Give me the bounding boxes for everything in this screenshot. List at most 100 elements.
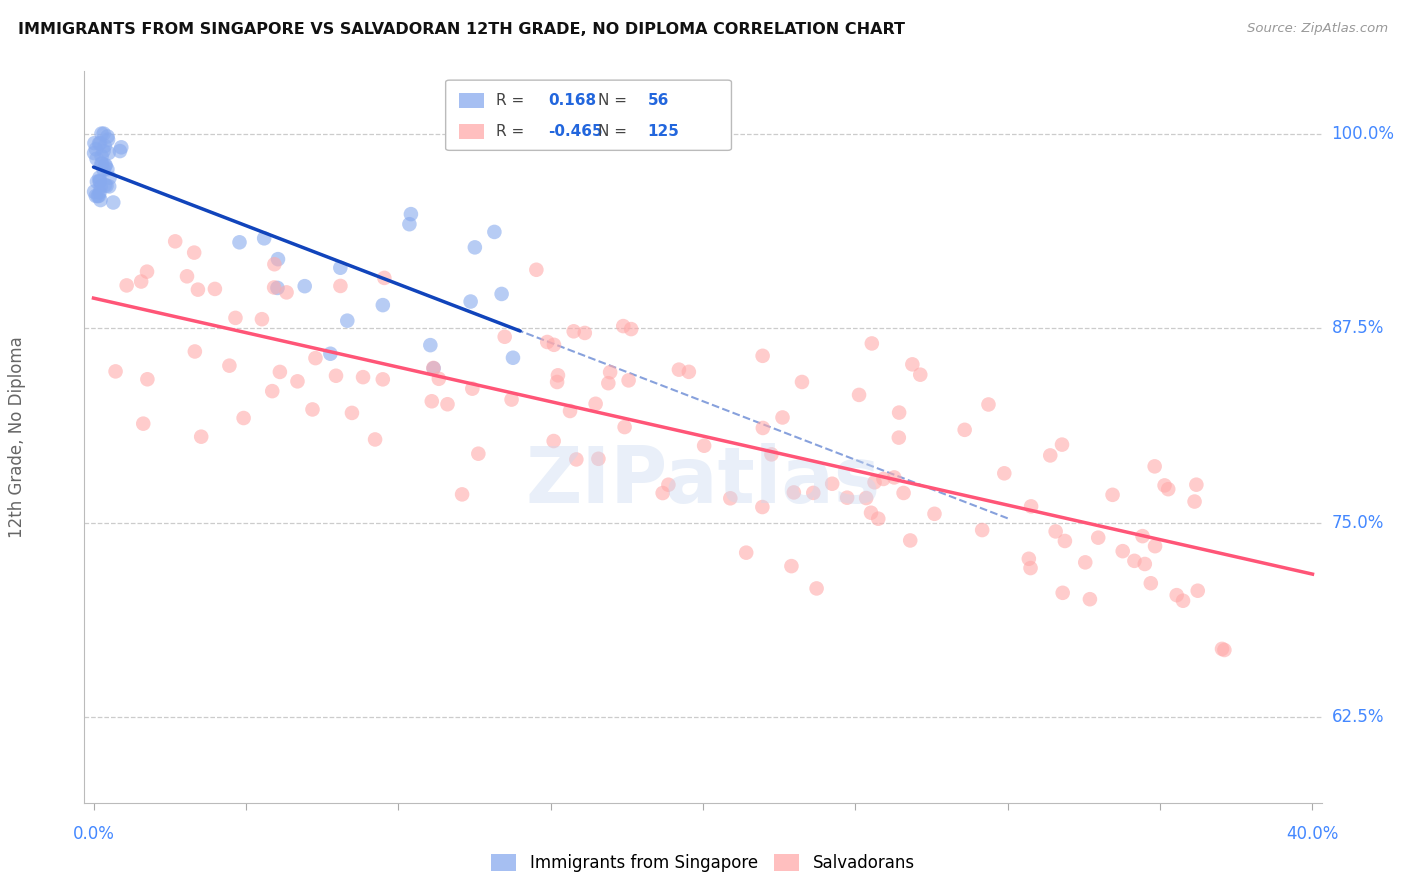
Point [806, 582, 828, 596]
Point [901, 357, 924, 371]
Point [419, 338, 441, 352]
Point [1052, 586, 1074, 600]
Point [494, 330, 516, 344]
Point [761, 447, 783, 461]
Point [89, 174, 111, 188]
Point [115, 278, 138, 293]
Bar [460, 94, 484, 108]
Text: 62.5%: 62.5% [1331, 708, 1384, 726]
Point [87, 189, 110, 203]
Point [89, 186, 111, 200]
Point [294, 279, 316, 293]
Point [451, 487, 474, 501]
Point [136, 265, 159, 279]
Point [1045, 524, 1067, 539]
Point [422, 360, 444, 375]
Point [562, 324, 585, 338]
Point [373, 271, 395, 285]
Point [855, 491, 877, 505]
Point [204, 282, 226, 296]
Point [1039, 449, 1062, 463]
Text: 40.0%: 40.0% [1286, 825, 1339, 843]
Point [543, 434, 565, 448]
Text: R =: R = [496, 124, 524, 139]
Point [132, 417, 155, 431]
Point [898, 533, 921, 548]
Point [751, 349, 773, 363]
Point [319, 347, 342, 361]
Text: 12th Grade, No Diploma: 12th Grade, No Diploma [8, 336, 25, 538]
Point [887, 406, 910, 420]
Point [89, 136, 111, 151]
Point [371, 372, 394, 386]
Text: 75.0%: 75.0% [1331, 514, 1384, 532]
Point [1143, 459, 1166, 474]
Point [136, 372, 159, 386]
Point [678, 365, 700, 379]
Point [304, 351, 326, 365]
Point [1213, 643, 1236, 657]
Point [868, 511, 890, 525]
Point [183, 245, 205, 260]
Text: 87.5%: 87.5% [1331, 319, 1384, 337]
Point [266, 281, 288, 295]
Point [86, 152, 108, 166]
Point [97, 133, 120, 147]
Point [953, 423, 976, 437]
Text: R =: R = [496, 94, 524, 108]
Text: ZIPatlas: ZIPatlas [526, 443, 880, 519]
Text: 125: 125 [647, 124, 679, 139]
Point [420, 394, 443, 409]
Point [536, 334, 558, 349]
Point [502, 351, 524, 365]
Point [613, 420, 636, 434]
Point [977, 397, 1000, 411]
Point [651, 486, 673, 500]
Point [588, 451, 610, 466]
Point [1087, 531, 1109, 545]
Point [860, 506, 883, 520]
Point [267, 252, 290, 267]
Point [427, 372, 450, 386]
Point [1019, 500, 1042, 514]
Point [598, 376, 620, 391]
Point [1187, 583, 1209, 598]
Point [1157, 482, 1180, 496]
Point [371, 298, 394, 312]
Point [543, 338, 565, 352]
Point [329, 279, 352, 293]
Text: -0.465: -0.465 [548, 124, 603, 139]
Text: 56: 56 [647, 94, 669, 108]
Point [90, 127, 112, 141]
Point [91, 157, 114, 171]
Point [574, 326, 596, 340]
Point [184, 344, 207, 359]
Point [1050, 437, 1073, 451]
Point [108, 144, 131, 158]
Point [1018, 551, 1040, 566]
Text: 0.168: 0.168 [548, 94, 596, 108]
Point [1133, 557, 1156, 571]
Point [398, 217, 420, 231]
Point [612, 319, 634, 334]
Point [1184, 494, 1206, 508]
Point [94, 159, 117, 173]
Point [924, 507, 946, 521]
Point [336, 313, 359, 327]
Point [461, 382, 484, 396]
Point [860, 336, 883, 351]
Point [501, 392, 523, 407]
Point [1166, 588, 1188, 602]
Point [467, 447, 489, 461]
Point [783, 485, 806, 500]
Point [89, 174, 111, 188]
Point [1153, 478, 1175, 492]
Point [863, 475, 886, 490]
Point [232, 411, 254, 425]
Point [165, 235, 187, 249]
Text: N =: N = [598, 94, 627, 108]
Point [617, 373, 640, 387]
Point [546, 375, 568, 389]
Text: 100.0%: 100.0% [1331, 125, 1395, 143]
Point [90, 149, 112, 163]
